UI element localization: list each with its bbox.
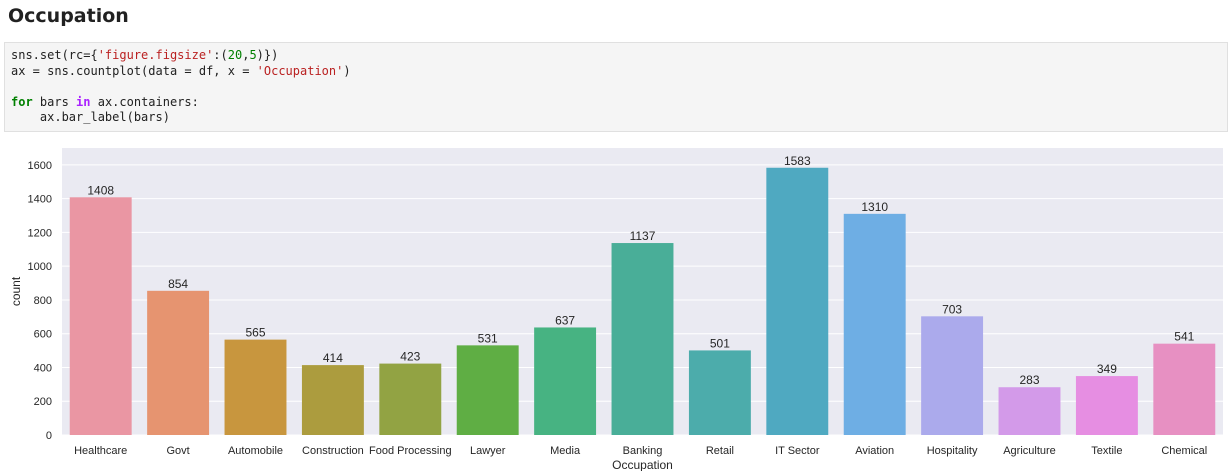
- y-tick-label: 1600: [28, 160, 52, 172]
- code-token: in: [76, 94, 91, 109]
- bar: [69, 197, 132, 435]
- y-tick-label: 1400: [28, 194, 52, 206]
- bar-label: 1137: [630, 229, 656, 243]
- bar: [534, 327, 597, 435]
- code-token: ): [343, 63, 351, 78]
- bar-label: 703: [942, 302, 962, 316]
- code-token: bars: [32, 94, 77, 109]
- bar-label: 501: [710, 336, 730, 350]
- code-token: for: [11, 94, 33, 109]
- y-tick-label: 1200: [28, 227, 52, 239]
- x-tick-label: IT Sector: [775, 445, 820, 457]
- y-tick-label: 0: [46, 430, 52, 442]
- code-token: 5: [249, 48, 257, 62]
- bar-label: 423: [400, 350, 420, 364]
- x-tick-label: Food Processing: [369, 445, 452, 457]
- code-line-3: [11, 79, 1221, 95]
- bar: [766, 167, 829, 435]
- x-tick-label: Retail: [706, 445, 734, 457]
- bar-label: 854: [168, 277, 188, 291]
- bar-label: 565: [245, 326, 265, 340]
- code-line-5: ax.bar_label(bars): [11, 110, 1221, 126]
- bar: [998, 387, 1061, 435]
- x-tick-label: Construction: [302, 445, 364, 457]
- countplot-svg: 0 200 400 600 800 1000 1200 1400 1600 1408 Healthc…: [9, 148, 1223, 472]
- code-token: sns.set(rc={: [11, 48, 98, 62]
- code-line-2: ax = sns.countplot(data = df, x = 'Occup…: [11, 64, 1221, 80]
- bar-label: 1310: [861, 200, 888, 214]
- code-token: :(: [213, 48, 228, 62]
- bar-label: 1583: [784, 154, 811, 168]
- code-token: ,: [242, 48, 250, 62]
- y-axis-label: count: [9, 276, 23, 306]
- bar-label: 414: [323, 351, 343, 365]
- bar: [1153, 343, 1216, 435]
- y-tick-label: 200: [34, 396, 52, 408]
- bar-label: 531: [478, 331, 498, 345]
- bar: [224, 339, 287, 435]
- x-tick-label: Govt: [166, 445, 189, 457]
- x-tick-label: Aviation: [855, 445, 894, 457]
- x-tick-label: Lawyer: [470, 445, 506, 457]
- bar: [688, 350, 751, 435]
- code-token: )}): [256, 48, 279, 62]
- y-tick-label: 800: [34, 295, 52, 307]
- code-token: ax.bar_label(bars): [11, 110, 170, 124]
- code-cell[interactable]: sns.set(rc={'figure.figsize':(20,5)}) ax…: [4, 42, 1228, 132]
- x-tick-label: Automobile: [228, 445, 283, 457]
- bar-label: 541: [1174, 330, 1194, 344]
- countplot-chart: 0 200 400 600 800 1000 1200 1400 1600 1408 Healthc…: [0, 140, 1232, 472]
- bar: [611, 243, 674, 435]
- bar-label: 637: [555, 313, 575, 327]
- x-tick-label: Healthcare: [74, 445, 127, 457]
- bar: [301, 365, 364, 435]
- code-token: ax.containers:: [90, 94, 199, 109]
- x-tick-label: Media: [550, 445, 581, 457]
- bar-label: 349: [1097, 362, 1117, 376]
- x-tick-label: Agriculture: [1003, 445, 1056, 457]
- x-tick-label: Hospitality: [927, 445, 978, 457]
- bar: [843, 213, 906, 435]
- x-tick-label: Banking: [623, 445, 663, 457]
- code-token: 'Occupation': [256, 63, 344, 78]
- y-tick-label: 400: [34, 362, 52, 374]
- code-token: 'figure.figsize': [97, 48, 214, 62]
- bar: [1075, 376, 1138, 435]
- bar-label: 283: [1019, 373, 1039, 387]
- bar: [379, 363, 442, 435]
- x-tick-label: Chemical: [1161, 445, 1207, 457]
- code-line-4: for bars in ax.containers:: [11, 95, 1221, 111]
- bar: [147, 290, 210, 435]
- code-token: 20: [227, 48, 243, 62]
- x-tick-label: Textile: [1091, 445, 1122, 457]
- bar: [456, 345, 519, 435]
- y-tick-label: 1000: [28, 261, 52, 273]
- x-axis-label: Occupation: [612, 458, 673, 471]
- bar: [921, 316, 984, 435]
- bar-label: 1408: [87, 183, 114, 197]
- section-heading: Occupation: [8, 5, 129, 27]
- y-tick-label: 600: [34, 329, 52, 341]
- code-line-1: sns.set(rc={'figure.figsize':(20,5)}): [11, 48, 1221, 64]
- code-token: ax = sns.countplot(data = df, x =: [11, 63, 257, 78]
